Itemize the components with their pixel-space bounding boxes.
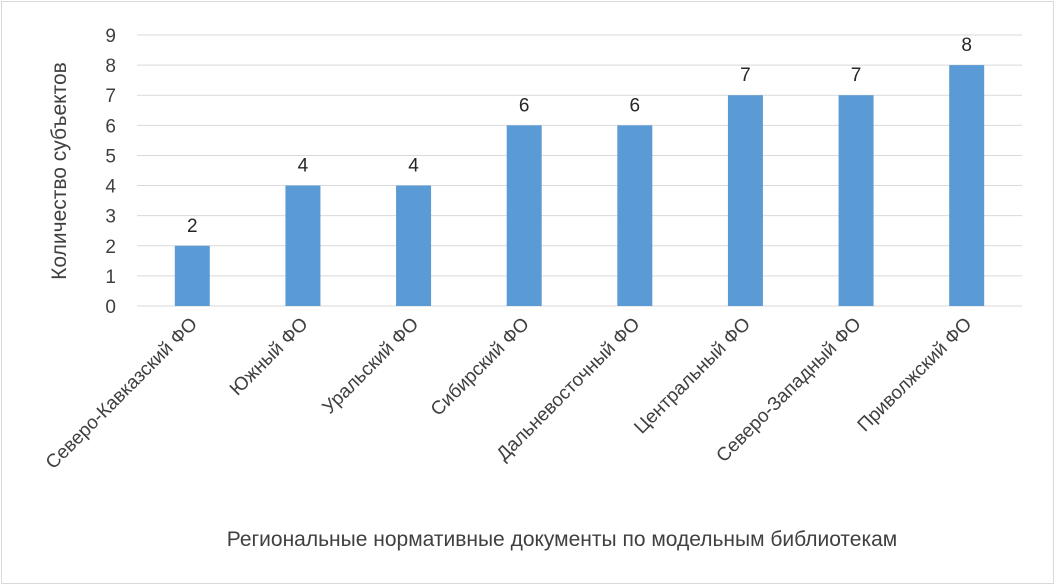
- data-label: 7: [851, 65, 862, 86]
- data-label: 6: [630, 95, 641, 116]
- x-category-label: Северо-Кавказский ФО: [42, 314, 202, 474]
- data-label: 8: [961, 35, 972, 56]
- x-axis-category-labels: Северо-Кавказский ФО Южный ФО Уральский ФО…: [42, 314, 976, 474]
- gridlines: [137, 34, 1022, 307]
- y-tick-label: 3: [105, 207, 116, 228]
- data-label: 4: [408, 156, 419, 177]
- bars: [174, 65, 985, 306]
- bar: [174, 245, 210, 306]
- y-tick-label: 7: [105, 86, 116, 107]
- x-category-label: Центральный ФО: [630, 314, 755, 439]
- data-label: 4: [298, 156, 309, 177]
- y-tick-label: 6: [105, 116, 116, 137]
- x-category-label: Приволжский ФО: [854, 314, 976, 436]
- x-category-label: Сибирский ФО: [427, 314, 534, 421]
- x-axis-title: Региональные нормативные документы по мо…: [227, 528, 898, 551]
- y-tick-label: 5: [105, 146, 116, 167]
- bar: [506, 125, 542, 306]
- x-category-label: Южный ФО: [226, 314, 312, 400]
- y-tick-label: 4: [105, 177, 116, 198]
- x-category-label: Уральский ФО: [319, 314, 424, 419]
- bar: [617, 125, 653, 306]
- data-label: 6: [519, 95, 530, 116]
- bar: [396, 185, 432, 306]
- data-label: 7: [740, 65, 751, 86]
- bar: [949, 65, 985, 306]
- data-labels: 2 4 4 6 6 7 7 8: [187, 35, 972, 237]
- y-tick-label: 9: [105, 26, 116, 47]
- y-tick-label: 8: [105, 56, 116, 77]
- bar: [727, 95, 763, 306]
- y-tick-label: 2: [105, 237, 116, 258]
- y-axis-title: Количество субъектов: [48, 62, 71, 280]
- y-axis-tick-labels: 0 1 2 3 4 5 6 7 8 9: [105, 26, 116, 318]
- y-tick-label: 0: [105, 297, 116, 318]
- bar: [285, 185, 321, 306]
- y-tick-label: 1: [105, 267, 116, 288]
- bar: [838, 95, 874, 306]
- data-label: 2: [187, 216, 198, 237]
